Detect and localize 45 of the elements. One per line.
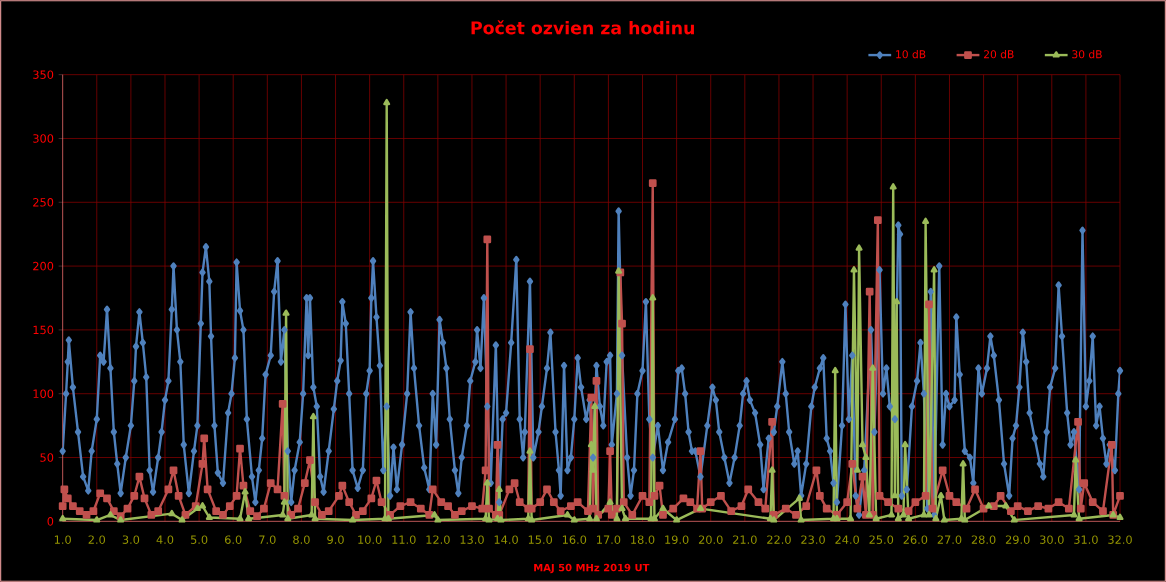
x-tick-label: 18.0 — [631, 535, 655, 544]
x-tick-label: 14.0 — [494, 535, 518, 544]
x-tick-label: 7.0 — [259, 535, 276, 544]
legend-label: 10 dB — [896, 50, 926, 59]
x-tick-label: 13.0 — [460, 535, 484, 544]
legend-label: 20 dB — [984, 50, 1014, 59]
x-tick-label: 11.0 — [392, 535, 416, 544]
x-tick-label: 31.0 — [1074, 535, 1098, 544]
x-tick-label: 27.0 — [937, 535, 962, 544]
x-tick-label: 4.0 — [156, 535, 174, 544]
y-tick-label: 150 — [33, 325, 54, 335]
x-tick-label: 6.0 — [224, 535, 242, 544]
x-tick-label: 9.0 — [327, 535, 344, 544]
x-tick-label: 2.0 — [88, 535, 106, 544]
legend-label: 30 dB — [1072, 50, 1102, 59]
x-tick-label: 32.0 — [1108, 535, 1132, 544]
y-tick-label: 50 — [40, 453, 54, 462]
x-tick-label: 28.0 — [971, 535, 996, 544]
x-tick-label: 12.0 — [426, 535, 450, 544]
x-tick-label: 19.0 — [665, 535, 689, 544]
y-tick-label: 0 — [47, 517, 54, 526]
y-tick-label: 200 — [33, 261, 54, 271]
y-tick-label: 100 — [33, 389, 54, 399]
x-tick-label: 20.0 — [698, 535, 723, 544]
x-tick-label: 21.0 — [733, 535, 757, 544]
x-tick-label: 29.0 — [1005, 535, 1030, 544]
x-tick-label: 23.0 — [801, 535, 825, 544]
chart-title: Počet ozvien za hodinu — [471, 20, 694, 35]
x-tick-label: 24.0 — [835, 535, 860, 544]
x-tick-label: 3.0 — [122, 535, 140, 544]
x-tick-label: 1.0 — [54, 535, 71, 544]
x-tick-label: 16.0 — [562, 535, 587, 544]
x-tick-label: 10.0 — [358, 535, 382, 544]
y-tick-label: 300 — [33, 134, 54, 143]
x-tick-label: 8.0 — [293, 535, 310, 544]
x-tick-label: 25.0 — [869, 535, 894, 544]
y-tick-label: 350 — [33, 70, 54, 79]
x-tick-label: 17.0 — [597, 535, 621, 544]
x-axis-title: MAJ 50 MHz 2019 UT — [534, 563, 650, 574]
x-tick-label: 30.0 — [1040, 535, 1064, 544]
y-tick-label: 250 — [33, 198, 54, 207]
x-tick-label: 15.0 — [528, 535, 553, 544]
x-tick-label: 5.0 — [190, 535, 208, 544]
x-tick-label: 22.0 — [767, 535, 791, 544]
x-tick-label: 26.0 — [903, 535, 928, 544]
